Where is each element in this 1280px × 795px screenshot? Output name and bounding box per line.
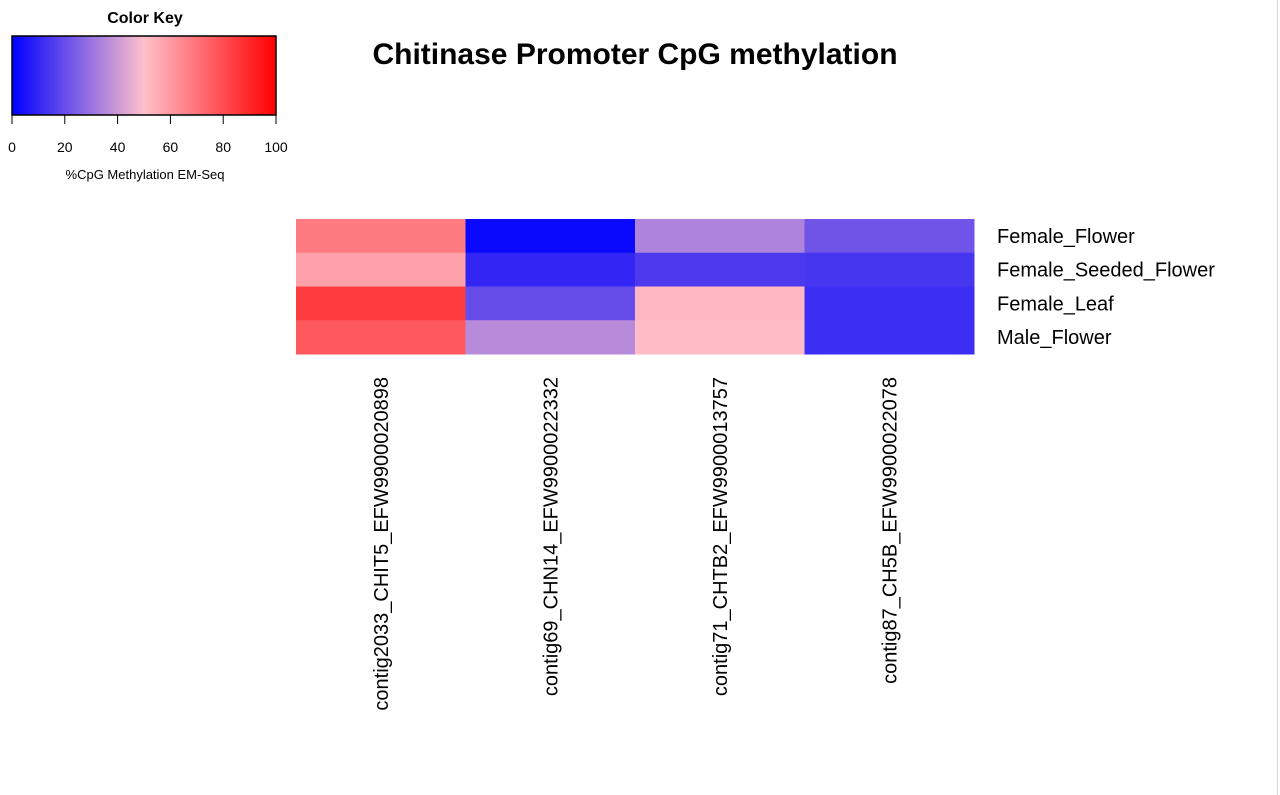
heatmap-cells bbox=[296, 219, 975, 355]
column-label: contig87_CH5B_EFW9900022078 bbox=[879, 377, 901, 684]
page-edge-divider bbox=[1277, 0, 1278, 795]
heatmap-cell bbox=[635, 286, 805, 321]
heatmap-cell bbox=[804, 286, 975, 321]
column-label: contig2033_CHIT5_EFW9900020898 bbox=[371, 377, 393, 711]
color-key-tick-label: 20 bbox=[57, 139, 73, 155]
heatmap-cell bbox=[635, 320, 805, 355]
row-label: Male_Flower bbox=[997, 327, 1112, 349]
color-key-label: %CpG Methylation EM-Seq bbox=[66, 167, 225, 182]
color-key-tick-label: 40 bbox=[110, 139, 126, 155]
row-label: Female_Leaf bbox=[997, 293, 1114, 315]
row-label: Female_Seeded_Flower bbox=[997, 260, 1215, 282]
chart-title: Chitinase Promoter CpG methylation bbox=[372, 38, 897, 71]
column-label: contig71_CHTB2_EFW9900013757 bbox=[710, 377, 732, 696]
color-key-tick-label: 60 bbox=[163, 139, 179, 155]
heatmap-cell bbox=[804, 252, 975, 287]
heatmap-cell bbox=[465, 219, 636, 254]
column-labels: contig2033_CHIT5_EFW9900020898 contig69_C… bbox=[371, 377, 902, 711]
color-key-bar bbox=[11, 35, 277, 116]
heatmap-cell bbox=[804, 219, 975, 254]
color-key-tick-label: 80 bbox=[215, 139, 231, 155]
heatmap-cell bbox=[465, 320, 636, 355]
color-key-title: Color Key bbox=[107, 10, 183, 27]
color-key-tick-label: 100 bbox=[264, 139, 288, 155]
heatmap-cell bbox=[296, 320, 466, 355]
heatmap-cell bbox=[635, 219, 805, 254]
heatmap-cell bbox=[804, 320, 975, 355]
color-key-axis: 0 20 40 60 80 100 bbox=[8, 114, 288, 155]
color-key: Color Key 0 20 40 60 80 100 %CpG Methylation … bbox=[8, 10, 288, 182]
column-label: contig69_CHN14_EFW9900022332 bbox=[540, 377, 562, 696]
heatmap-cell bbox=[465, 252, 636, 287]
heatmap-cell bbox=[296, 252, 466, 287]
heatmap-cell bbox=[296, 219, 466, 254]
heatmap-cell bbox=[465, 286, 636, 321]
row-label: Female_Flower bbox=[997, 226, 1135, 248]
heatmap-cell bbox=[296, 286, 466, 321]
row-labels: Female_Flower Female_Seeded_Flower Female_… bbox=[997, 226, 1215, 349]
color-key-tick-label: 0 bbox=[8, 139, 16, 155]
heatmap-cell bbox=[635, 252, 805, 287]
